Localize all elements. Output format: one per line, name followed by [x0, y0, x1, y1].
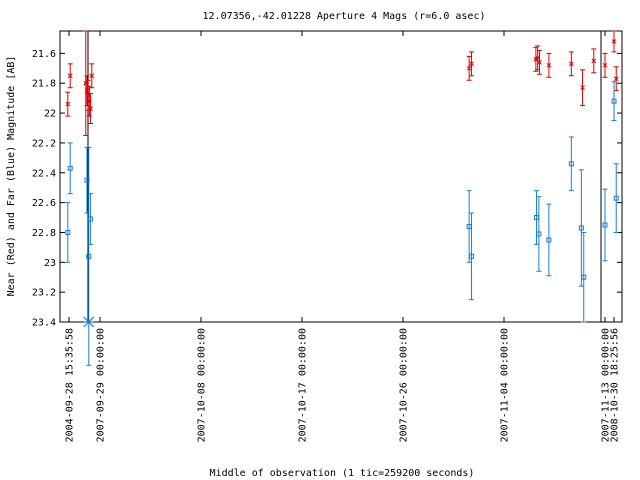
y-tick-label: 21.6 [32, 49, 56, 60]
data-point [611, 98, 617, 104]
x-axis-label: Middle of observation (1 tic=259200 seco… [210, 468, 475, 479]
data-point [466, 65, 472, 71]
data-point [88, 216, 94, 222]
data-point [89, 73, 95, 79]
data-point [578, 225, 584, 231]
data-point [67, 165, 73, 171]
series-far-blue [65, 81, 619, 366]
x-tick-label: 2004-09-28 15:35:58 [65, 328, 76, 442]
data-point [611, 39, 617, 44]
x-tick-label: 2007-09-29 00:00:00 [96, 328, 107, 442]
data-point [65, 101, 71, 107]
data-point [568, 61, 574, 67]
x-tick-label: 2008-10-30 18:25:56 [610, 328, 621, 442]
x-tick-label: 2007-10-08 00:00:00 [197, 328, 208, 442]
plot-frame [59, 30, 623, 323]
y-tick-label: 22.4 [32, 168, 56, 179]
x-tick-label: 2007-11-04 00:00:00 [500, 328, 511, 442]
x-tick-label: 2007-10-26 00:00:00 [399, 328, 410, 442]
y-tick-label: 22.6 [32, 198, 56, 209]
x-tick-label: 2007-10-17 00:00:00 [298, 328, 309, 442]
y-tick-label: 23 [44, 258, 56, 269]
series-near-red [65, 30, 619, 136]
y-tick-label: 22.8 [32, 228, 56, 239]
data-point [536, 231, 542, 237]
data-point [546, 237, 552, 243]
data-point [546, 62, 552, 68]
data-point [88, 106, 93, 111]
data-point [86, 253, 92, 259]
y-tick-label: 23.2 [32, 288, 56, 299]
x-tick-label: 2007-11-13 00:00:00 [601, 328, 612, 442]
y-axis: 21.6 21.8 22 22.2 22.4 22.6 22.8 23 23.2 23.4 [32, 49, 622, 329]
data-point [67, 73, 73, 79]
data-point [581, 274, 587, 280]
data-point [580, 85, 585, 91]
y-tick-label: 21.8 [32, 79, 56, 90]
data-point [469, 61, 474, 67]
y-axis-label: Near (Red) and Far (Blue) Magnitude [AB] [6, 56, 17, 297]
series-layer [65, 30, 619, 366]
data-point [568, 161, 574, 167]
limit-marker [83, 316, 95, 328]
data-point [591, 58, 597, 64]
data-point [613, 195, 619, 201]
y-tick-label: 22 [44, 109, 56, 120]
data-point [65, 229, 71, 235]
data-point [602, 62, 608, 68]
y-tick-label: 23.4 [32, 318, 56, 329]
data-point [537, 59, 542, 65]
data-point [469, 253, 475, 259]
data-point [602, 222, 608, 228]
data-point [613, 76, 619, 82]
x-axis: 2004-09-28 15:35:58 2007-09-29 00:00:00 20… [65, 31, 621, 442]
chart-title: 12.07356,-42.01228 Aperture 4 Mags (r=6.… [203, 11, 486, 22]
y-tick-label: 22.2 [32, 138, 56, 149]
